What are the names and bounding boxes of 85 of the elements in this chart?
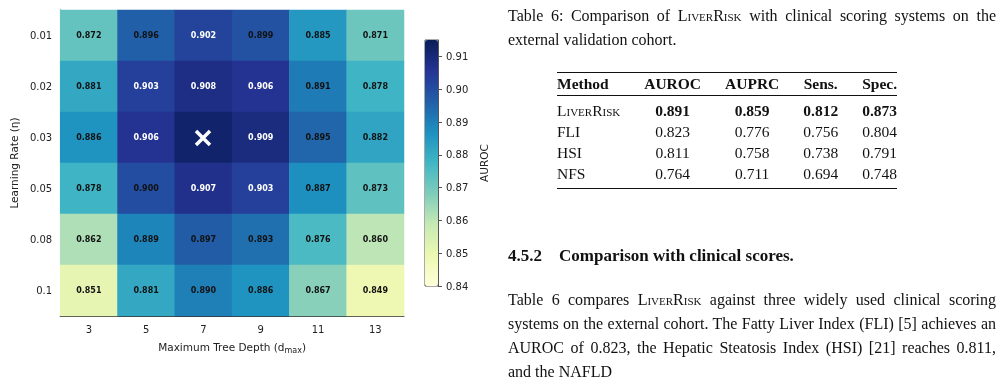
data-label: 0.907 [190, 184, 217, 193]
data-label: 0.881 [133, 286, 160, 295]
x-tick-label: 3 [85, 323, 93, 335]
data-label: 0.909 [248, 133, 274, 142]
color-bar-title: AUROC [477, 144, 490, 182]
text: Method [557, 72, 633, 96]
category-label: FLI [557, 122, 582, 142]
y-tick-label: 0.1 [36, 285, 53, 296]
data-label: 0.893 [248, 235, 274, 244]
data-label: 0.906 [133, 133, 160, 142]
category-label: HSI [557, 143, 583, 163]
text: AUROC [632, 72, 714, 96]
data-label: 0.899 [248, 31, 274, 40]
data-label: 0.823 [654, 122, 692, 142]
data-label: 0.867 [305, 286, 331, 295]
data-label: 0.812 [803, 102, 839, 119]
x-tick-label: 11 [311, 323, 325, 335]
color-bar-label: 0.85 [446, 247, 469, 259]
data-label: 0.900 [133, 184, 160, 193]
y-tick-label: 0.03 [29, 132, 53, 143]
data-label: 0.738 [802, 143, 840, 163]
color-bar-label: 0.89 [446, 116, 469, 128]
caption: Table 6 compares LiverRisk against three widely used clinical scoring systems on the external cohort. The Fatty Liver Index (FLI) [5] achieves an AUROC of 0.823, the Hepatic Steatosis Index (HSI) [21] reaches 0.811, and the NAFLD [508, 290, 997, 379]
data-label: 0.776 [733, 122, 771, 142]
data-label: 0.895 [305, 133, 332, 142]
data-label: 0.859 [734, 102, 770, 119]
data-label: 0.758 [733, 143, 771, 163]
x-tick-label: 7 [200, 323, 207, 335]
data-label: 0.896 [133, 31, 160, 40]
data-label: 0.851 [76, 286, 102, 295]
text: Spec. [850, 72, 898, 96]
text: Sens. [791, 72, 851, 96]
data-label: 0.903 [133, 82, 159, 91]
y-tick-label: 0.01 [29, 30, 53, 41]
color-bar-label: 0.84 [446, 280, 469, 292]
data-label: 0.903 [248, 184, 274, 193]
data-label: 0.756 [802, 122, 840, 142]
data-label: 0.849 [362, 286, 389, 295]
x-tick-label: 5 [142, 323, 150, 335]
x-tick-label: 9 [257, 323, 264, 335]
data-label: 0.891 [305, 82, 332, 91]
data-label: 0.811 [654, 143, 691, 163]
color-bar-label: 0.90 [446, 83, 469, 95]
data-label: 0.748 [850, 163, 898, 189]
data-label: 0.873 [362, 184, 388, 193]
y-tick-label: 0.02 [29, 81, 53, 92]
data-label: 0.876 [305, 235, 332, 244]
color-bar-label: 0.87 [446, 182, 469, 194]
data-label: 0.791 [861, 143, 898, 163]
data-label: 0.878 [362, 82, 389, 91]
y-tick-label: 0.08 [29, 234, 53, 245]
x-tick-label: 13 [368, 323, 382, 335]
data-label: 0.906 [248, 82, 274, 91]
data-label: 0.908 [190, 82, 217, 91]
data-label: 0.872 [76, 31, 102, 40]
data-label: 0.878 [76, 184, 102, 193]
text: AUPRC [713, 72, 792, 96]
category-label: NFS [557, 163, 633, 189]
data-label: 0.873 [862, 102, 898, 119]
data-label: 0.860 [362, 235, 389, 244]
data-label: 0.804 [861, 122, 898, 142]
data-label: 0.711 [713, 163, 792, 189]
data-label: 0.871 [362, 31, 389, 40]
color-bar-label: 0.88 [446, 149, 469, 161]
data-label: 0.902 [190, 31, 217, 40]
data-label: 0.889 [133, 235, 160, 244]
color-bar-label: 0.91 [446, 50, 469, 62]
data-label: 0.862 [76, 235, 102, 244]
y-tick-label: 0.05 [29, 183, 53, 194]
data-label: 0.694 [791, 163, 851, 189]
data-label: 0.882 [362, 133, 388, 142]
data-label: 0.881 [76, 82, 102, 91]
data-label: 0.886 [248, 286, 274, 295]
data-label: 0.897 [190, 235, 217, 244]
data-label: 0.885 [305, 31, 332, 40]
data-label: 0.887 [305, 184, 331, 193]
data-label: 0.891 [655, 102, 691, 119]
y-axis-title: Learning Rate (η) [7, 117, 20, 209]
data-label: 0.886 [76, 133, 102, 142]
category-label: LiverRisk [557, 101, 622, 121]
color-bar-label: 0.86 [446, 214, 469, 226]
chart-title: Table 6: Comparison of LiverRisk with clinical scoring systems on the external validation cohort. [508, 7, 996, 48]
data-label: 0.764 [632, 163, 714, 189]
data-label: 0.890 [190, 286, 217, 295]
text: 4.5.2 Comparison with clinical scores. [508, 246, 794, 266]
